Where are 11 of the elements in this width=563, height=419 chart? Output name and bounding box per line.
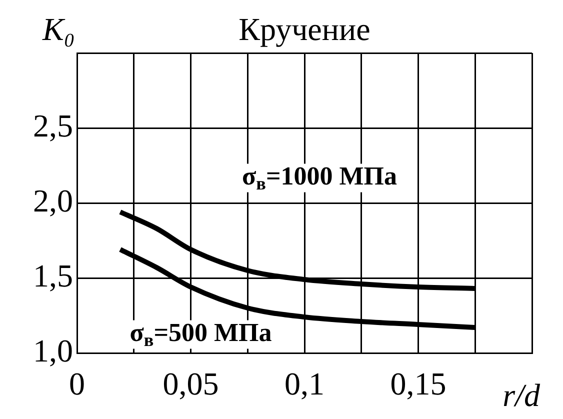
y-tick-label: 1,5 [33, 257, 73, 294]
chart-title: Кручение [238, 11, 370, 47]
x-tick-label: 0 [69, 366, 85, 402]
x-tick-label: 0,15 [390, 366, 446, 402]
x-axis-title: r/d [502, 377, 541, 413]
y-tick-label: 1,0 [33, 332, 73, 368]
y-tick-label: 2,5 [33, 107, 73, 144]
x-tick-label: 0,05 [162, 366, 219, 402]
y-tick-label: 2,0 [33, 182, 73, 218]
x-tick-label: 0,1 [284, 366, 324, 402]
y-axis-title: K₀ [42, 11, 75, 47]
